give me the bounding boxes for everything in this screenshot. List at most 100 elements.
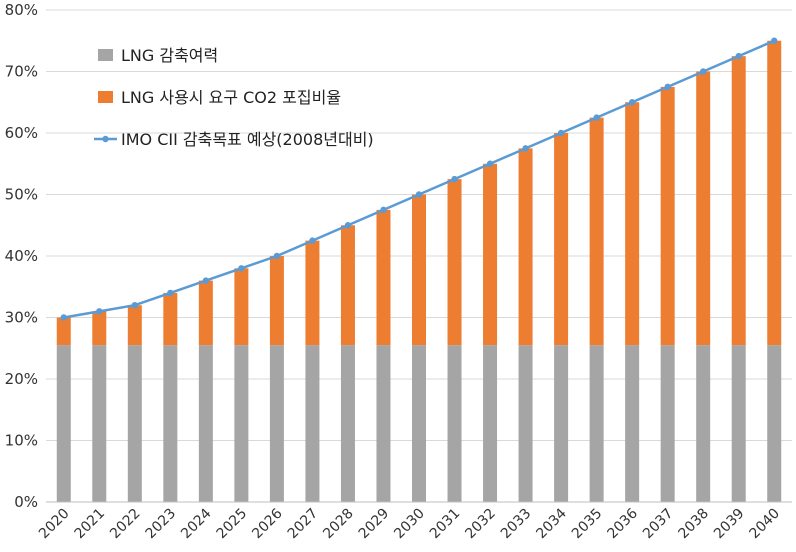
bar-co2-capture-2035 [589, 117, 604, 346]
x-tick-label: 2029 [356, 506, 393, 543]
legend: LNG 감축여력 LNG 사용시 요구 CO2 포집비율 IMO CII 감축목표 … [94, 46, 374, 149]
bar-lng-reduction-2039 [731, 345, 746, 502]
bar-co2-capture-2023 [163, 292, 178, 346]
bar-co2-capture-2026 [269, 256, 284, 346]
imo-cii-point-2033 [522, 145, 529, 152]
x-tick-label: 2021 [72, 506, 109, 543]
bar-lng-reduction-2037 [660, 345, 675, 502]
imo-cii-point-2038 [699, 68, 707, 75]
x-tick-label: 2032 [462, 506, 499, 543]
bar-lng-reduction-2028 [340, 345, 355, 502]
bar-co2-capture-2021 [92, 311, 107, 346]
bar-lng-reduction-2025 [234, 345, 249, 502]
imo-cii-point-2026 [273, 252, 281, 260]
bar-lng-reduction-2038 [696, 345, 711, 502]
legend-label-1: LNG 사용시 요구 CO2 포집비율 [121, 88, 341, 107]
x-tick-label: 2035 [569, 506, 606, 543]
y-tick-label: 0% [14, 493, 38, 511]
x-tick-label: 2026 [249, 505, 286, 542]
y-tick-label: 40% [5, 247, 38, 265]
x-tick-label: 2033 [498, 506, 535, 543]
bar-lng-reduction-2026 [269, 345, 284, 502]
bar-co2-capture-2031 [447, 179, 462, 346]
bar-co2-capture-2027 [305, 240, 320, 346]
bar-co2-capture-2036 [625, 102, 640, 346]
imo-cii-point-2039 [735, 52, 742, 60]
y-tick-label: 70% [5, 63, 38, 81]
x-tick-label: 2038 [676, 506, 713, 543]
bar-lng-reduction-2033 [518, 345, 533, 502]
x-tick-label: 2027 [285, 506, 322, 543]
legend-marker-2 [102, 135, 109, 143]
bar-co2-capture-2033 [518, 148, 533, 346]
bar-lng-reduction-2031 [447, 345, 462, 502]
imo-cii-point-2035 [593, 114, 600, 121]
imo-cii-point-2022 [131, 302, 139, 309]
y-tick-label: 80% [5, 1, 38, 19]
bar-co2-capture-2032 [483, 163, 498, 346]
imo-cii-point-2024 [202, 277, 210, 284]
y-tick-label: 50% [5, 186, 38, 204]
bar-lng-reduction-2020 [56, 345, 71, 502]
imo-cii-point-2023 [167, 289, 174, 297]
y-tick-label: 60% [5, 124, 38, 142]
bar-lng-reduction-2022 [127, 345, 142, 502]
line-series [60, 37, 778, 321]
bar-co2-capture-2038 [696, 71, 711, 346]
legend-label-2: IMO CII 감축목표 예상(2008년대비) [121, 130, 374, 149]
x-tick-label: 2037 [640, 506, 677, 543]
x-tick-label: 2028 [320, 506, 357, 543]
x-tick-label: 2040 [747, 506, 784, 543]
x-tick-label: 2020 [36, 506, 73, 543]
y-tick-label: 30% [5, 309, 38, 327]
bar-lng-reduction-2040 [767, 345, 782, 502]
x-tick-label: 2030 [391, 506, 428, 543]
bar-lng-reduction-2036 [625, 345, 640, 502]
bar-lng-reduction-2035 [589, 345, 604, 502]
bar-lng-reduction-2030 [412, 345, 426, 502]
bar-lng-reduction-2029 [376, 345, 391, 502]
imo-cii-point-2021 [96, 308, 103, 315]
bar-lng-reduction-2032 [483, 345, 498, 502]
imo-cii-point-2034 [557, 129, 565, 137]
x-tick-label: 2025 [214, 506, 251, 543]
bar-lng-reduction-2023 [163, 345, 178, 502]
imo-cii-point-2020 [60, 314, 67, 321]
x-tick-label: 2034 [533, 505, 570, 542]
legend-swatch-0 [98, 49, 113, 61]
bar-co2-capture-2037 [660, 86, 675, 346]
x-tick-label: 2023 [143, 506, 180, 543]
y-tick-label: 10% [5, 432, 38, 450]
bar-co2-capture-2039 [731, 56, 746, 346]
bar-co2-capture-2020 [56, 317, 71, 346]
imo-cii-point-2029 [380, 206, 387, 214]
bar-lng-reduction-2021 [92, 345, 107, 502]
bars [56, 40, 782, 502]
bar-co2-capture-2034 [554, 133, 569, 346]
bar-co2-capture-2030 [412, 194, 426, 346]
y-tick-label: 20% [5, 370, 38, 388]
x-tick-label: 2036 [604, 505, 641, 542]
imo-cii-point-2036 [628, 99, 636, 106]
bar-lng-reduction-2024 [198, 345, 213, 502]
imo-cii-point-2025 [238, 265, 245, 272]
x-tick-label: 2022 [107, 506, 144, 543]
imo-cii-point-2028 [344, 222, 352, 229]
imo-cii-point-2030 [415, 191, 423, 198]
legend-swatch-1 [98, 91, 113, 103]
bar-co2-capture-2022 [127, 305, 142, 346]
imo-cii-point-2031 [451, 175, 458, 183]
bar-lng-reduction-2034 [554, 345, 569, 502]
bar-co2-capture-2029 [376, 209, 391, 346]
imo-cii-point-2027 [309, 237, 316, 244]
bar-co2-capture-2040 [767, 40, 782, 346]
x-tick-label: 2031 [427, 506, 464, 543]
bar-co2-capture-2025 [234, 268, 249, 346]
imo-cii-point-2040 [771, 37, 778, 44]
x-tick-label: 2039 [711, 506, 748, 543]
bar-co2-capture-2024 [198, 280, 213, 346]
bar-co2-capture-2028 [340, 225, 355, 346]
x-tick-label: 2024 [178, 505, 215, 542]
